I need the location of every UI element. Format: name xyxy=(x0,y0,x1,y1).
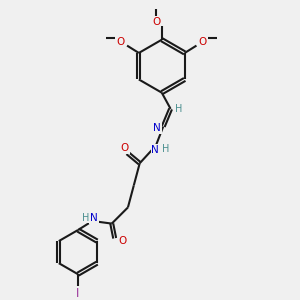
Text: O: O xyxy=(116,37,125,47)
Text: O: O xyxy=(118,236,126,246)
Text: I: I xyxy=(76,287,80,300)
Text: H: H xyxy=(82,213,89,223)
Text: H: H xyxy=(175,104,182,114)
Text: N: N xyxy=(154,123,161,133)
Text: O: O xyxy=(199,37,207,47)
Text: O: O xyxy=(152,17,160,27)
Text: H: H xyxy=(162,144,169,154)
Text: N: N xyxy=(90,213,98,223)
Text: O: O xyxy=(121,143,129,153)
Text: N: N xyxy=(152,145,159,155)
